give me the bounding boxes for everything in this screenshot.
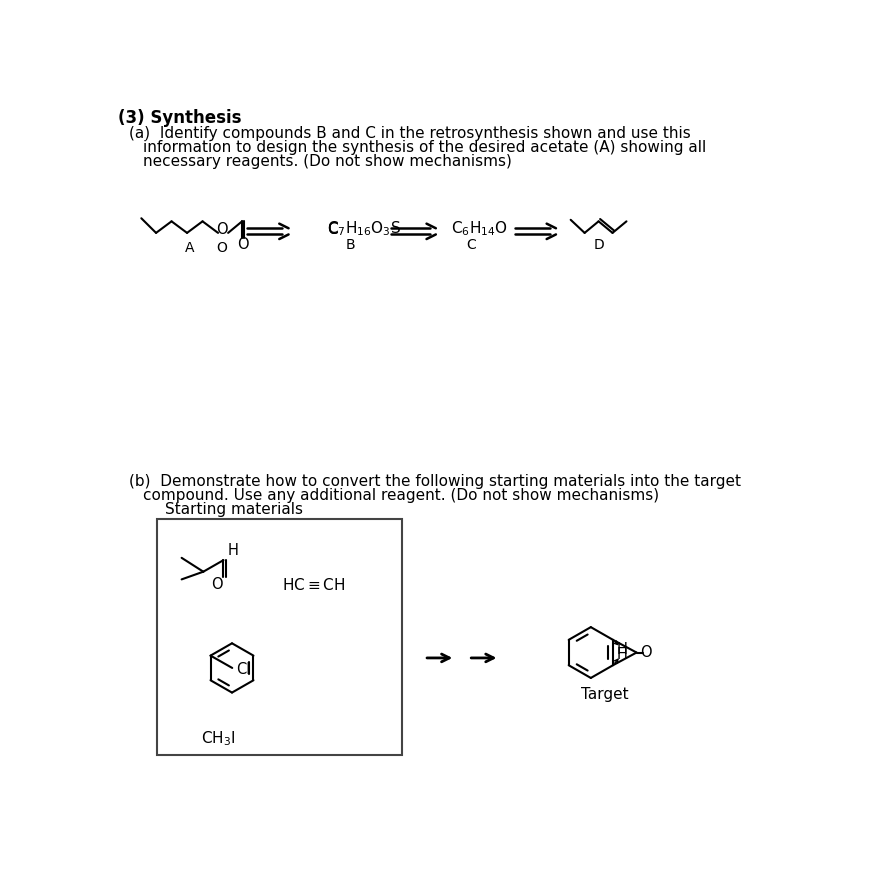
Text: information to design the synthesis of the desired acetate (A) showing all: information to design the synthesis of t… xyxy=(143,140,705,155)
Text: O: O xyxy=(639,645,651,660)
Bar xyxy=(156,519,402,755)
Text: H: H xyxy=(227,543,238,558)
Text: compound. Use any additional reagent. (Do not show mechanisms): compound. Use any additional reagent. (D… xyxy=(143,488,658,503)
Text: Starting materials: Starting materials xyxy=(164,502,302,517)
Text: H: H xyxy=(616,647,627,662)
Text: A: A xyxy=(184,242,194,255)
Text: necessary reagents. (Do not show mechanisms): necessary reagents. (Do not show mechani… xyxy=(143,153,511,168)
Text: O: O xyxy=(237,237,249,252)
Text: H: H xyxy=(616,641,627,656)
Text: C: C xyxy=(327,221,338,236)
Text: (3) Synthesis: (3) Synthesis xyxy=(118,109,241,127)
Text: (b)  Demonstrate how to convert the following starting materials into the target: (b) Demonstrate how to convert the follo… xyxy=(129,475,740,490)
Text: C$_7$H$_{16}$O$_3$S: C$_7$H$_{16}$O$_3$S xyxy=(327,220,401,238)
Text: CH$_3$I: CH$_3$I xyxy=(201,729,235,748)
Text: O: O xyxy=(215,222,227,237)
Text: D: D xyxy=(593,238,603,252)
Text: HC$\equiv$CH: HC$\equiv$CH xyxy=(283,577,345,593)
Text: (a)  Identify compounds B and C in the retrosynthesis shown and use this: (a) Identify compounds B and C in the re… xyxy=(129,126,690,141)
Text: C: C xyxy=(327,221,338,236)
Text: B: B xyxy=(345,238,355,252)
Text: Cl: Cl xyxy=(236,662,250,677)
Text: O: O xyxy=(216,242,227,255)
Text: O: O xyxy=(211,577,223,592)
Text: Target: Target xyxy=(580,687,628,702)
Text: C: C xyxy=(465,238,475,252)
Text: C$_6$H$_{14}$O: C$_6$H$_{14}$O xyxy=(451,220,508,238)
